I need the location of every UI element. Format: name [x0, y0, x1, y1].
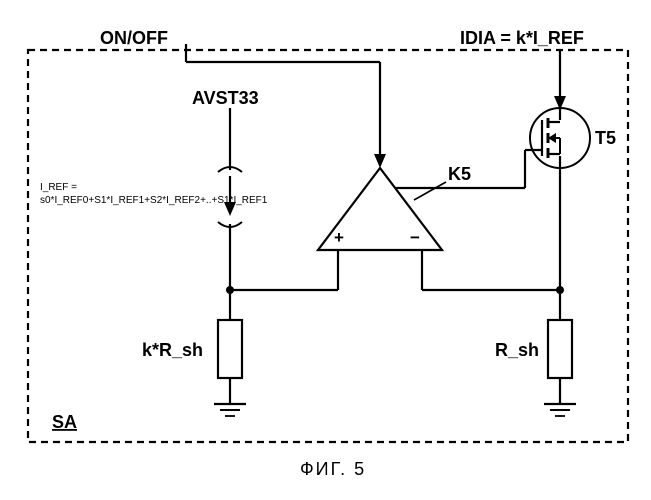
t5-label: T5 — [595, 128, 616, 148]
k5-label: K5 — [448, 164, 471, 184]
opamp-minus: − — [410, 228, 420, 247]
idia-label: IDIA = k*I_REF — [460, 28, 584, 48]
onoff-label: ON/OFF — [100, 28, 168, 48]
resistor-left — [218, 320, 242, 378]
avst33-label: AVST33 — [192, 88, 259, 108]
ground-right — [544, 404, 576, 416]
k5-leader — [414, 182, 446, 200]
iref-formula-l1: I_REF = — [40, 182, 77, 193]
arrow-onoff — [374, 154, 386, 168]
resistor-left-label: k*R_sh — [142, 340, 203, 360]
opamp-plus: + — [334, 228, 344, 247]
resistor-right — [548, 320, 572, 378]
ground-left — [214, 404, 246, 416]
iref-formula-l2: s0*I_REF0+S1*I_REF1+S2*I_REF2+..+S1*I_RE… — [40, 195, 268, 206]
diagram-canvas: SA ON/OFF IDIA = k*I_REF T5 — [0, 0, 651, 500]
block-label: SA — [52, 412, 77, 432]
resistor-right-label: R_sh — [495, 340, 539, 360]
mosfet-t5 — [525, 108, 590, 168]
figure-caption: ФИГ. 5 — [300, 459, 366, 479]
